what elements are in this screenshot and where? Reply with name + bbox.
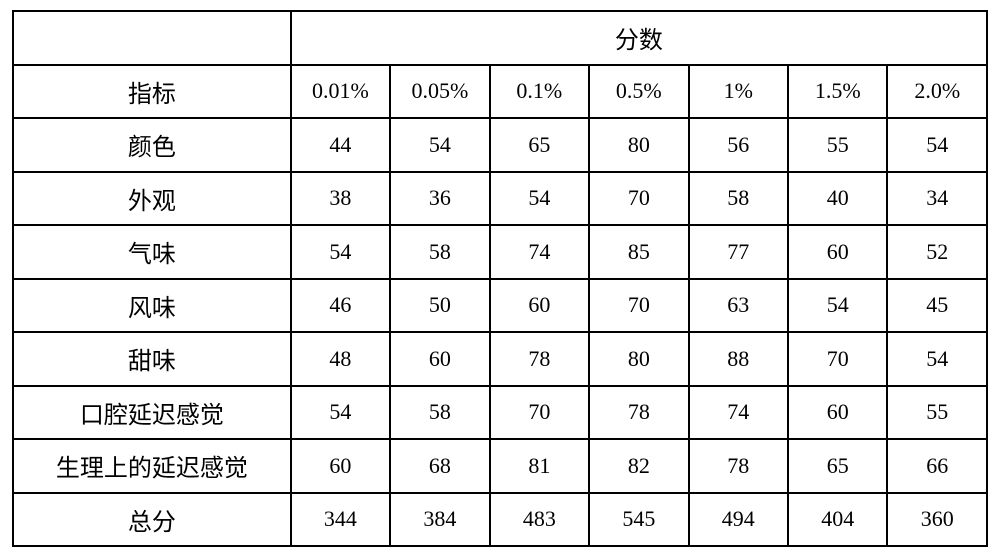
data-cell: 483: [490, 493, 589, 547]
data-cell: 63: [689, 279, 788, 333]
data-cell: 55: [788, 118, 887, 172]
col-header: 0.5%: [589, 65, 688, 119]
data-cell: 54: [887, 118, 987, 172]
data-cell: 34: [887, 172, 987, 226]
data-cell: 36: [390, 172, 489, 226]
data-cell: 77: [689, 225, 788, 279]
row-label: 颜色: [13, 118, 291, 172]
row-label: 总分: [13, 493, 291, 547]
data-cell: 384: [390, 493, 489, 547]
data-cell: 80: [589, 118, 688, 172]
data-cell: 44: [291, 118, 390, 172]
data-cell: 88: [689, 332, 788, 386]
col-header: 0.01%: [291, 65, 390, 119]
data-cell: 70: [788, 332, 887, 386]
data-cell: 60: [490, 279, 589, 333]
data-cell: 48: [291, 332, 390, 386]
data-cell: 70: [490, 386, 589, 440]
data-cell: 54: [788, 279, 887, 333]
row-label: 甜味: [13, 332, 291, 386]
table-row: 气味 54 58 74 85 77 60 52: [13, 225, 987, 279]
data-cell: 58: [390, 225, 489, 279]
data-cell: 545: [589, 493, 688, 547]
data-cell: 66: [887, 439, 987, 493]
table-row: 总分 344 384 483 545 494 404 360: [13, 493, 987, 547]
data-cell: 38: [291, 172, 390, 226]
table-row: 生理上的延迟感觉 60 68 81 82 78 65 66: [13, 439, 987, 493]
table-row: 颜色 44 54 65 80 56 55 54: [13, 118, 987, 172]
row-label: 口腔延迟感觉: [13, 386, 291, 440]
data-cell: 58: [689, 172, 788, 226]
data-cell: 74: [689, 386, 788, 440]
table-row: 口腔延迟感觉 54 58 70 78 74 60 55: [13, 386, 987, 440]
data-cell: 65: [490, 118, 589, 172]
col-header: 1.5%: [788, 65, 887, 119]
data-cell: 80: [589, 332, 688, 386]
score-header: 分数: [291, 11, 987, 65]
data-cell: 70: [589, 172, 688, 226]
col-header: 0.1%: [490, 65, 589, 119]
data-cell: 54: [291, 225, 390, 279]
data-cell: 78: [689, 439, 788, 493]
data-cell: 404: [788, 493, 887, 547]
data-cell: 65: [788, 439, 887, 493]
table-row: 外观 38 36 54 70 58 40 34: [13, 172, 987, 226]
data-cell: 52: [887, 225, 987, 279]
data-cell: 45: [887, 279, 987, 333]
row-label: 外观: [13, 172, 291, 226]
data-cell: 54: [390, 118, 489, 172]
data-cell: 46: [291, 279, 390, 333]
data-cell: 54: [887, 332, 987, 386]
data-cell: 60: [788, 225, 887, 279]
table-row: 风味 46 50 60 70 63 54 45: [13, 279, 987, 333]
data-cell: 494: [689, 493, 788, 547]
header-blank-cell: [13, 11, 291, 65]
data-cell: 54: [291, 386, 390, 440]
data-cell: 54: [490, 172, 589, 226]
header-row-2: 指标 0.01% 0.05% 0.1% 0.5% 1% 1.5% 2.0%: [13, 65, 987, 119]
data-cell: 78: [589, 386, 688, 440]
data-cell: 81: [490, 439, 589, 493]
data-cell: 82: [589, 439, 688, 493]
data-cell: 360: [887, 493, 987, 547]
data-cell: 60: [291, 439, 390, 493]
data-cell: 78: [490, 332, 589, 386]
data-cell: 60: [788, 386, 887, 440]
data-cell: 85: [589, 225, 688, 279]
data-cell: 58: [390, 386, 489, 440]
data-cell: 56: [689, 118, 788, 172]
data-cell: 60: [390, 332, 489, 386]
indicator-header: 指标: [13, 65, 291, 119]
data-cell: 68: [390, 439, 489, 493]
data-cell: 55: [887, 386, 987, 440]
data-cell: 70: [589, 279, 688, 333]
table-container: 分数 指标 0.01% 0.05% 0.1% 0.5% 1% 1.5% 2.0%…: [0, 0, 1000, 557]
score-table: 分数 指标 0.01% 0.05% 0.1% 0.5% 1% 1.5% 2.0%…: [12, 10, 988, 547]
header-row-1: 分数: [13, 11, 987, 65]
data-cell: 50: [390, 279, 489, 333]
data-cell: 40: [788, 172, 887, 226]
data-cell: 74: [490, 225, 589, 279]
col-header: 1%: [689, 65, 788, 119]
row-label: 气味: [13, 225, 291, 279]
row-label: 风味: [13, 279, 291, 333]
data-cell: 344: [291, 493, 390, 547]
table-row: 甜味 48 60 78 80 88 70 54: [13, 332, 987, 386]
col-header: 2.0%: [887, 65, 987, 119]
col-header: 0.05%: [390, 65, 489, 119]
row-label: 生理上的延迟感觉: [13, 439, 291, 493]
